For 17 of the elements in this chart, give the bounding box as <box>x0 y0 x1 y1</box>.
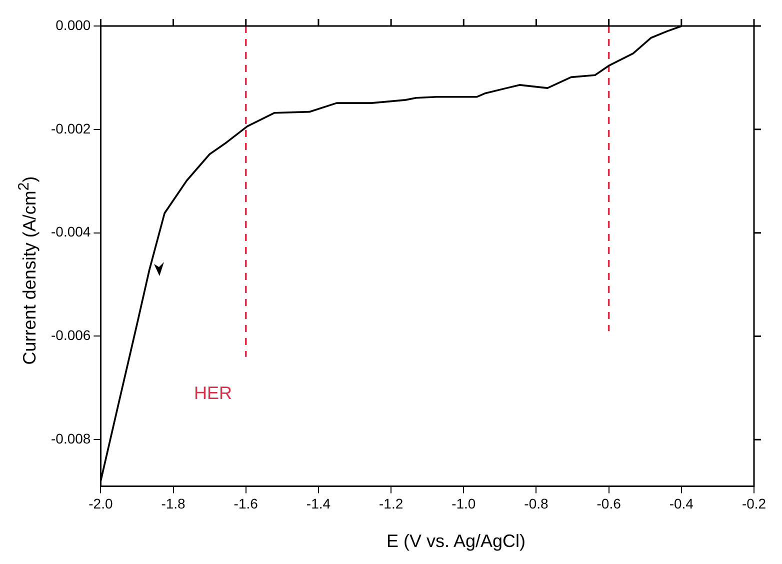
x-axis-title: E (V vs. Ag/AgCl) <box>385 531 527 552</box>
x-tick-label: -1.0 <box>452 495 476 512</box>
annotation: HER <box>194 383 232 404</box>
x-tick-label: -0.8 <box>524 495 549 512</box>
x-tick-label: -0.2 <box>742 495 766 512</box>
y-tick-label: -0.008 <box>50 430 91 447</box>
y-tick-label: -0.004 <box>50 224 91 240</box>
x-tick-label: -2.0 <box>88 495 113 512</box>
x-tick-label: -1.4 <box>306 495 331 512</box>
x-tick-label: -1.8 <box>161 495 186 512</box>
y-tick-label: 0.000 <box>56 16 91 33</box>
x-tick-label: -1.2 <box>378 495 404 512</box>
y-tick-label: -0.002 <box>50 120 91 136</box>
y-tick-label: -0.006 <box>50 327 91 344</box>
x-tick-label: -0.6 <box>596 495 622 512</box>
x-tick-label: -1.6 <box>234 495 258 512</box>
x-tick-label: -0.4 <box>669 495 694 512</box>
